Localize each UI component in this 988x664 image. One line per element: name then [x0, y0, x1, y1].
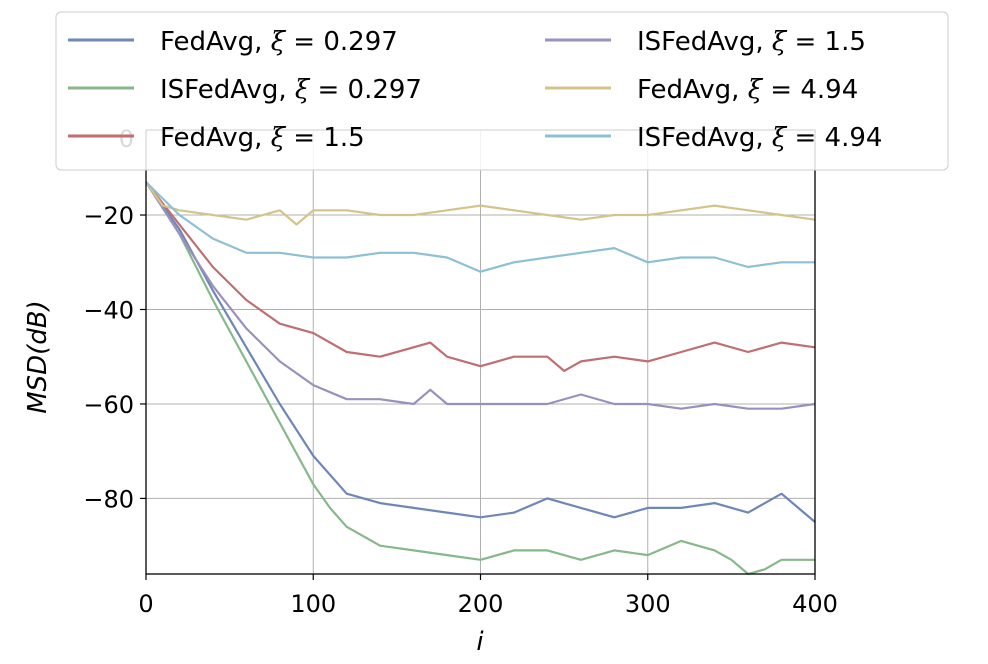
series-line-0: [145, 181, 816, 523]
y-tick-label-2: −60: [83, 391, 134, 419]
x-axis-title: i: [476, 627, 484, 657]
y-axis-title: MSD(dB): [23, 300, 53, 414]
legend-label-0: FedAvg, ξ = 0.297: [160, 27, 398, 57]
legend-box: [55, 11, 949, 171]
x-tick-label-3: 300: [625, 590, 671, 618]
legend-label-2: FedAvg, ξ = 1.5: [160, 123, 365, 153]
y-tick-label-0: −20: [83, 202, 134, 230]
legend-label-1: ISFedAvg, ξ = 0.297: [160, 75, 422, 105]
legend: FedAvg, ξ = 0.297 ISFedAvg, ξ = 0.297 FedA…: [55, 11, 949, 171]
series-line-5: [145, 181, 815, 273]
series-line-4: [145, 181, 816, 226]
x-tick-label-1: 100: [290, 590, 336, 618]
series-line-1: [145, 181, 815, 576]
series-line-3: [145, 181, 816, 410]
legend-label-5: ISFedAvg, ξ = 4.94: [637, 123, 882, 153]
series-line-2: [145, 181, 816, 372]
y-tick-label-3: −80: [83, 485, 134, 513]
x-tick-label-2: 200: [458, 590, 504, 618]
x-tick-label-0: 0: [138, 590, 153, 618]
legend-label-4: FedAvg, ξ = 4.94: [637, 75, 858, 105]
y-tick-label-1: −40: [83, 296, 134, 324]
legend-label-3: ISFedAvg, ξ = 1.5: [637, 27, 866, 57]
x-tick-label-4: 400: [792, 590, 838, 618]
